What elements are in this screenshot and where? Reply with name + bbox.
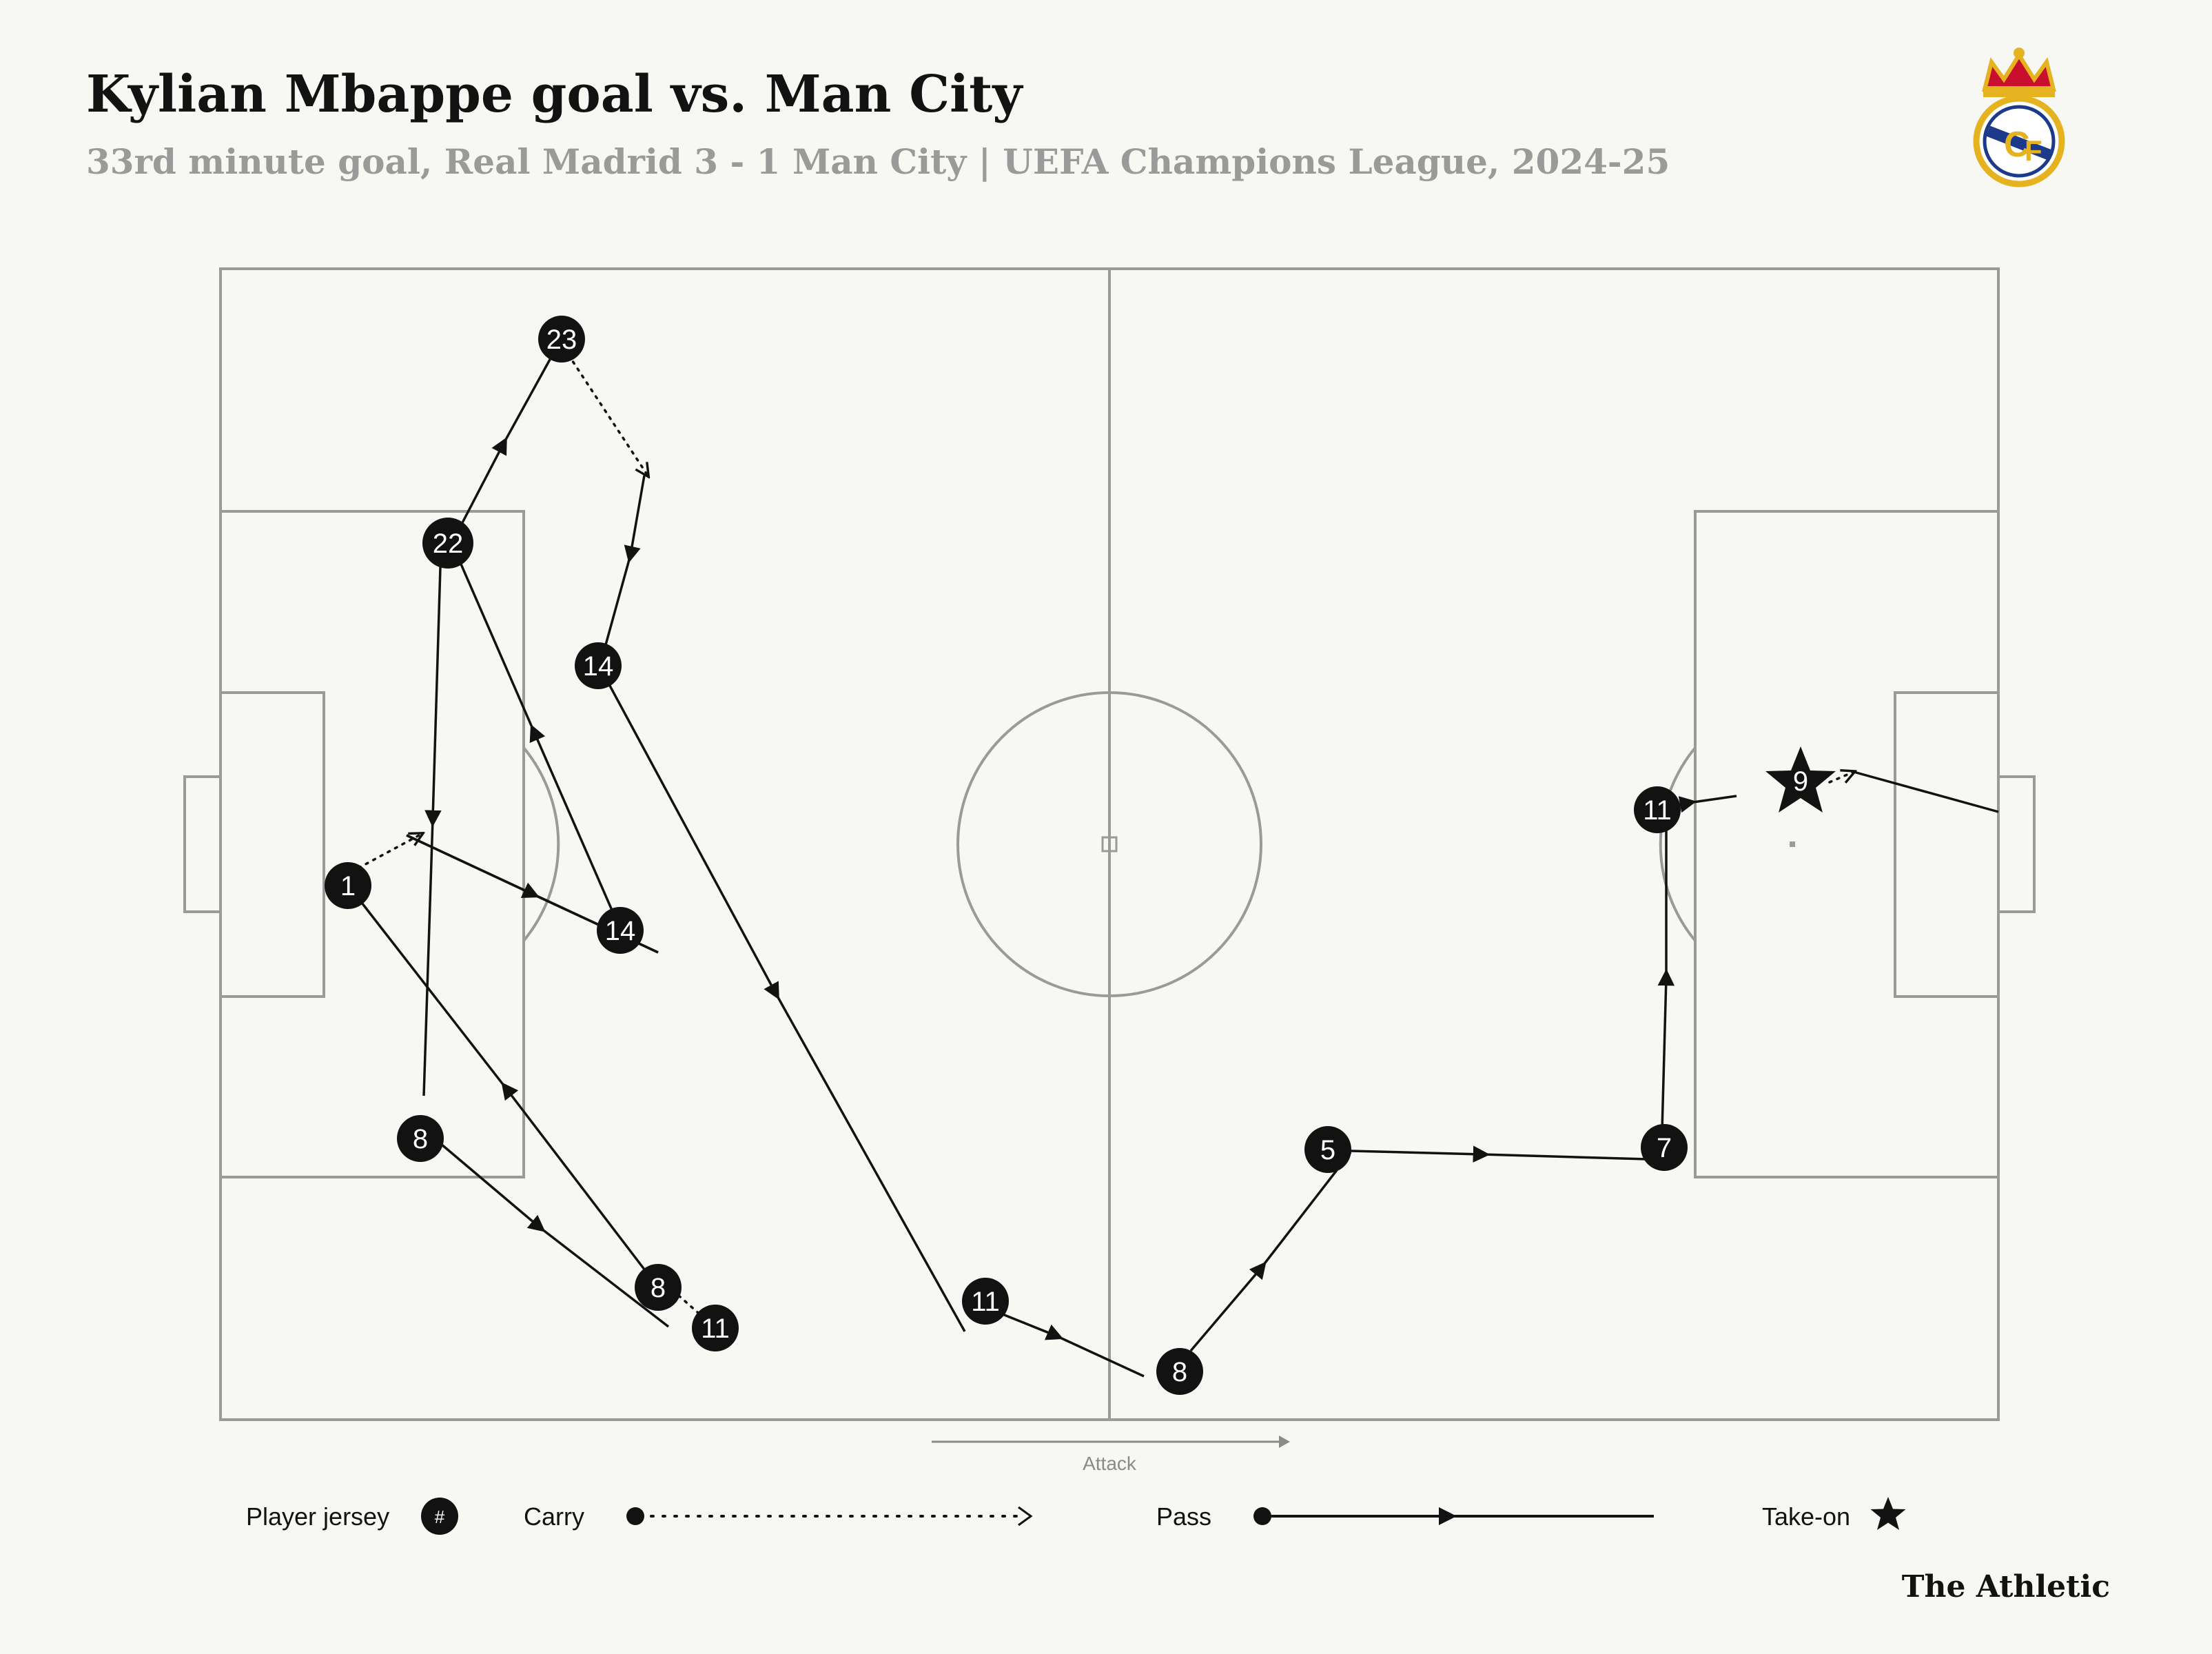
svg-text:5: 5 [1320, 1135, 1335, 1165]
svg-text:23: 23 [546, 325, 577, 355]
svg-text:14: 14 [605, 916, 636, 946]
legend-pass-label: Pass [1156, 1502, 1211, 1531]
real-madrid-crest-icon: C F [1973, 48, 2065, 187]
svg-text:#: # [435, 1507, 445, 1527]
pass-line [447, 533, 622, 930]
chart-subtitle: 33rd minute goal, Real Madrid 3 - 1 Man … [86, 141, 1670, 183]
pass-lines [360, 356, 1999, 1378]
jersey-marker: 22 [422, 518, 473, 569]
svg-text:14: 14 [583, 651, 614, 682]
pass-line [602, 475, 646, 655]
carry-legend-icon [626, 1506, 1033, 1527]
pass-legend-icon [1253, 1507, 1654, 1525]
svg-text:11: 11 [701, 1314, 730, 1344]
carry-line [350, 834, 422, 873]
carry-line [567, 354, 648, 476]
jersey-marker: 11 [692, 1305, 739, 1351]
jersey-legend-icon: # [421, 1498, 458, 1535]
legend-take-on-label: Take-on [1762, 1502, 1850, 1531]
pass-line [457, 356, 553, 531]
legend: Player jersey # Carry Pass Take-on [246, 1497, 1906, 1535]
svg-text:F: F [2025, 134, 2042, 167]
brand-logo: The Athletic [1902, 1569, 2110, 1604]
jersey-marker: 14 [597, 907, 644, 954]
svg-text:7: 7 [1657, 1133, 1672, 1163]
pass-line [608, 685, 966, 1332]
pass-line [1350, 1145, 1648, 1163]
player-jerseys: 1 8 8 8 22 23 14 14 11 11 11 5 7 9 [325, 316, 1836, 1395]
take-on-star-icon: 9 [1765, 746, 1836, 813]
svg-text:8: 8 [1172, 1357, 1187, 1387]
football-pitch [183, 267, 2036, 1421]
jersey-marker: 5 [1304, 1126, 1351, 1173]
jersey-marker: 8 [635, 1264, 682, 1311]
jersey-marker: 11 [1634, 786, 1681, 833]
shot-line [1853, 770, 1999, 813]
pass-line [1657, 824, 1675, 1131]
pass-line [422, 544, 442, 1096]
attack-label: Attack [1083, 1453, 1137, 1474]
svg-text:8: 8 [651, 1273, 666, 1303]
svg-text:C: C [2004, 125, 2030, 165]
jersey-marker: 11 [962, 1278, 1009, 1325]
jersey-marker: 7 [1641, 1124, 1688, 1171]
jersey-marker: 1 [325, 862, 371, 909]
legend-carry-label: Carry [524, 1502, 584, 1531]
pass-line [999, 1311, 1145, 1378]
legend-player-jersey-label: Player jersey [246, 1502, 389, 1531]
svg-text:8: 8 [413, 1124, 428, 1154]
pass-line [360, 901, 659, 1289]
jersey-marker: 23 [538, 316, 585, 363]
carry-line [1828, 772, 1854, 782]
svg-text:11: 11 [971, 1287, 1000, 1317]
jersey-marker: 14 [575, 642, 622, 689]
svg-text:1: 1 [340, 871, 356, 901]
svg-text:11: 11 [1643, 795, 1672, 826]
pass-line [440, 1143, 670, 1328]
svg-text:22: 22 [433, 529, 464, 559]
jersey-marker: 8 [1156, 1348, 1203, 1395]
attack-direction: Attack [932, 1436, 1290, 1474]
star-legend-icon [1870, 1497, 1906, 1530]
svg-text:9: 9 [1793, 766, 1808, 797]
jersey-marker: 8 [397, 1115, 444, 1162]
chart-title: Kylian Mbappe goal vs. Man City [86, 65, 1023, 124]
pass-line [1189, 1151, 1352, 1352]
